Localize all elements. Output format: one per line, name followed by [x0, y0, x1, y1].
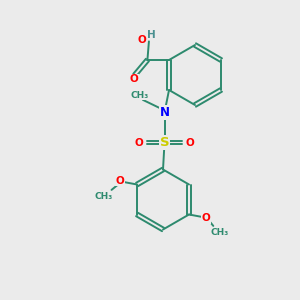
Text: N: N	[160, 106, 170, 119]
Text: O: O	[130, 74, 139, 84]
Text: CH₃: CH₃	[131, 91, 149, 100]
Text: H: H	[147, 30, 155, 40]
Text: O: O	[185, 137, 194, 148]
Text: O: O	[135, 137, 144, 148]
Text: S: S	[160, 136, 169, 149]
Text: CH₃: CH₃	[211, 228, 229, 237]
Text: CH₃: CH₃	[94, 192, 112, 201]
Text: O: O	[137, 35, 146, 45]
Text: O: O	[202, 213, 211, 224]
Text: O: O	[116, 176, 124, 186]
